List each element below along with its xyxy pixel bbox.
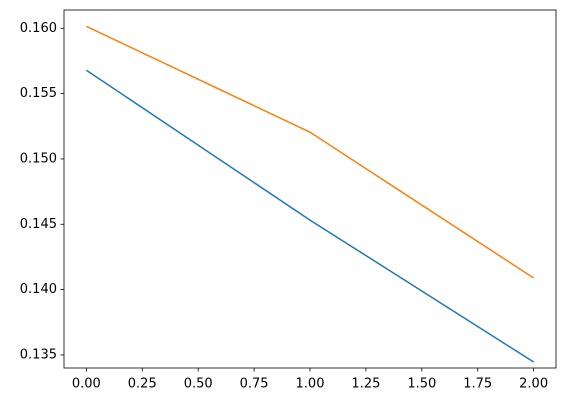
y-tick-label: 0.140 (20, 282, 57, 297)
y-tick-label: 0.145 (20, 217, 57, 232)
x-tick-label: 0.00 (72, 377, 101, 392)
x-tick-label: 2.00 (519, 377, 548, 392)
x-tick-label: 1.25 (351, 377, 380, 392)
x-tick-label: 1.75 (463, 377, 492, 392)
data-line (85, 69, 535, 363)
x-tick-label: 0.50 (184, 377, 213, 392)
plot-frame (63, 9, 557, 369)
y-tick-label: 0.135 (20, 347, 57, 362)
y-tick-label: 0.150 (20, 151, 57, 166)
x-tick-label: 0.75 (240, 377, 269, 392)
x-tick-label: 0.25 (128, 377, 157, 392)
data-line (86, 25, 535, 279)
y-tick-label: 0.160 (20, 21, 57, 36)
x-tick-label: 1.50 (407, 377, 436, 392)
y-tick-label: 0.155 (20, 86, 57, 101)
x-tick-label: 1.00 (296, 377, 325, 392)
